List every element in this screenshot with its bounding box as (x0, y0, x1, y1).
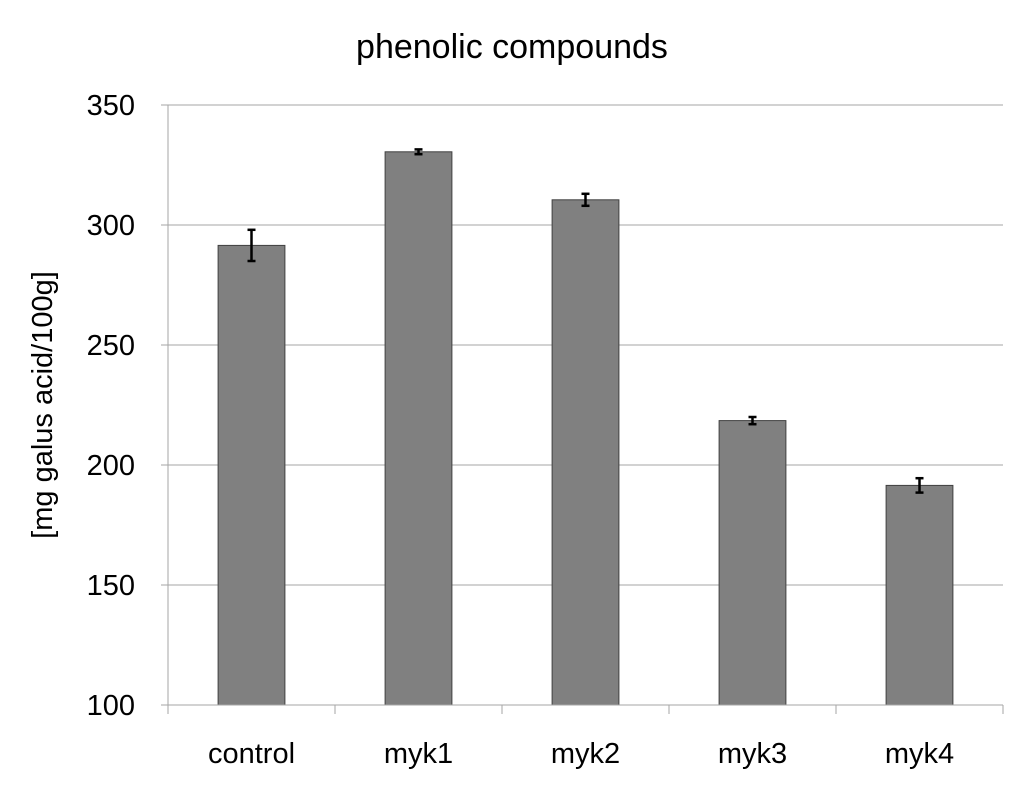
y-tick-label: 150 (87, 570, 135, 602)
x-tick-label: myk4 (885, 738, 954, 770)
x-tick-label: myk3 (718, 738, 787, 770)
x-tick-label: myk1 (384, 738, 453, 770)
x-axis-ticks: control myk1 myk2 myk3 myk4 (167, 705, 1004, 770)
axes (167, 105, 1003, 706)
error-bars (247, 148, 924, 494)
bars (217, 151, 954, 706)
y-tick-label: 300 (87, 210, 135, 242)
y-tick-label: 250 (87, 330, 135, 362)
y-tick-label: 350 (87, 90, 135, 122)
bar-myk4 (885, 484, 954, 706)
x-tick-label: myk2 (551, 738, 620, 770)
y-axis-label: [mg galus acid/100g] (27, 271, 59, 539)
bar-control (217, 244, 286, 706)
bar-myk1 (384, 151, 453, 706)
x-tick-label: control (208, 738, 295, 770)
y-axis-ticks: 100 150 200 250 300 350 (87, 90, 168, 722)
bar-myk3 (718, 420, 787, 706)
y-tick-label: 200 (87, 450, 135, 482)
bar-myk2 (551, 199, 620, 706)
y-tick-label: 100 (87, 690, 135, 722)
chart-title: phenolic compounds (356, 28, 668, 66)
